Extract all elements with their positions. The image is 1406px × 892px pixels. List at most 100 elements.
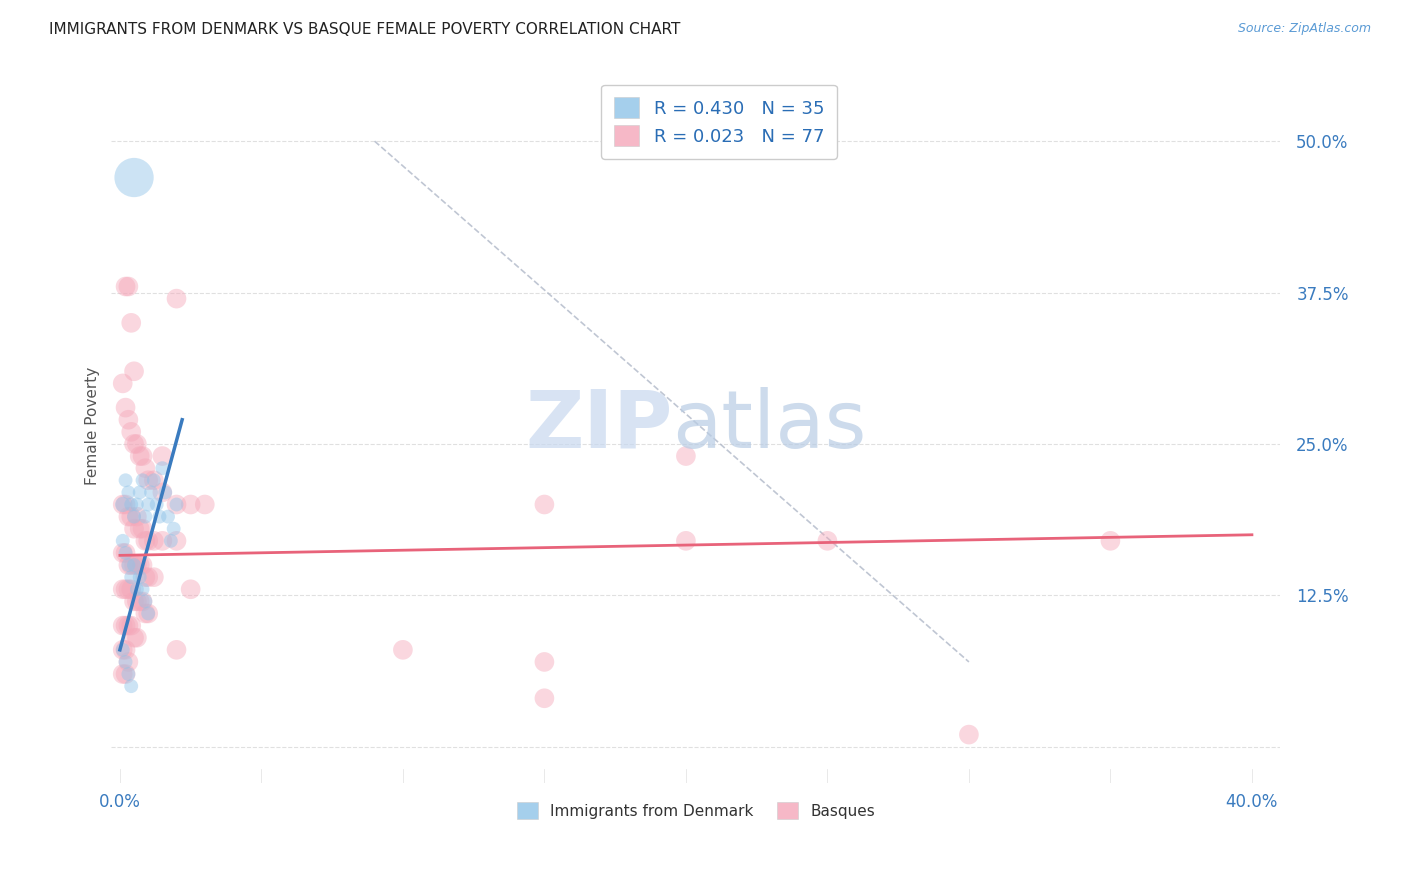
Point — [114, 667, 136, 681]
Point — [134, 461, 156, 475]
Point — [392, 643, 415, 657]
Point — [150, 485, 173, 500]
Point — [114, 498, 136, 512]
Point — [125, 558, 148, 572]
Point — [117, 413, 139, 427]
Point — [125, 509, 148, 524]
Point — [111, 582, 134, 597]
Y-axis label: Female Poverty: Female Poverty — [86, 367, 100, 485]
Point — [111, 618, 134, 632]
Point — [125, 437, 148, 451]
Point — [128, 558, 150, 572]
Point — [533, 691, 555, 706]
Point — [120, 316, 142, 330]
Point — [134, 570, 156, 584]
Point — [150, 533, 173, 548]
Point — [125, 498, 148, 512]
Point — [145, 498, 167, 512]
Point — [166, 498, 188, 512]
Point — [128, 485, 150, 500]
Point — [111, 533, 134, 548]
Point — [128, 570, 150, 584]
Point — [136, 570, 159, 584]
Point — [117, 558, 139, 572]
Point — [533, 498, 555, 512]
Point — [122, 594, 145, 608]
Point — [114, 655, 136, 669]
Point — [166, 292, 188, 306]
Point — [136, 607, 159, 621]
Point — [111, 498, 134, 512]
Point — [111, 376, 134, 391]
Text: atlas: atlas — [672, 387, 868, 465]
Point — [120, 679, 142, 693]
Point — [120, 498, 142, 512]
Point — [136, 607, 159, 621]
Point — [160, 533, 183, 548]
Point — [120, 509, 142, 524]
Point — [114, 546, 136, 560]
Point — [111, 498, 134, 512]
Point — [180, 498, 202, 512]
Point — [142, 533, 165, 548]
Point — [533, 655, 555, 669]
Point — [136, 533, 159, 548]
Point — [122, 522, 145, 536]
Point — [134, 509, 156, 524]
Point — [117, 558, 139, 572]
Point — [122, 631, 145, 645]
Point — [117, 667, 139, 681]
Point — [117, 582, 139, 597]
Point — [142, 473, 165, 487]
Point — [120, 558, 142, 572]
Point — [120, 618, 142, 632]
Point — [139, 485, 162, 500]
Point — [128, 594, 150, 608]
Point — [815, 533, 838, 548]
Point — [114, 618, 136, 632]
Point — [122, 558, 145, 572]
Point — [122, 437, 145, 451]
Point — [131, 582, 153, 597]
Point — [120, 425, 142, 439]
Point — [136, 498, 159, 512]
Text: ZIP: ZIP — [526, 387, 672, 465]
Point — [148, 509, 170, 524]
Point — [134, 594, 156, 608]
Point — [114, 582, 136, 597]
Point — [134, 533, 156, 548]
Point — [125, 582, 148, 597]
Point — [131, 594, 153, 608]
Point — [156, 509, 179, 524]
Point — [114, 473, 136, 487]
Point — [128, 449, 150, 463]
Point — [114, 401, 136, 415]
Legend: Immigrants from Denmark, Basques: Immigrants from Denmark, Basques — [510, 796, 882, 825]
Point — [122, 364, 145, 378]
Point — [114, 546, 136, 560]
Point — [114, 279, 136, 293]
Point — [166, 533, 188, 548]
Point — [122, 509, 145, 524]
Point — [150, 461, 173, 475]
Point — [117, 279, 139, 293]
Point — [131, 473, 153, 487]
Point — [194, 498, 217, 512]
Point — [117, 618, 139, 632]
Point — [131, 449, 153, 463]
Point — [131, 522, 153, 536]
Point — [166, 643, 188, 657]
Point — [675, 533, 697, 548]
Point — [120, 570, 142, 584]
Point — [166, 498, 188, 512]
Point — [122, 170, 145, 185]
Text: Source: ZipAtlas.com: Source: ZipAtlas.com — [1237, 22, 1371, 36]
Point — [131, 558, 153, 572]
Point — [128, 522, 150, 536]
Text: IMMIGRANTS FROM DENMARK VS BASQUE FEMALE POVERTY CORRELATION CHART: IMMIGRANTS FROM DENMARK VS BASQUE FEMALE… — [49, 22, 681, 37]
Point — [153, 485, 176, 500]
Point — [120, 582, 142, 597]
Point — [675, 449, 697, 463]
Point — [111, 643, 134, 657]
Point — [150, 449, 173, 463]
